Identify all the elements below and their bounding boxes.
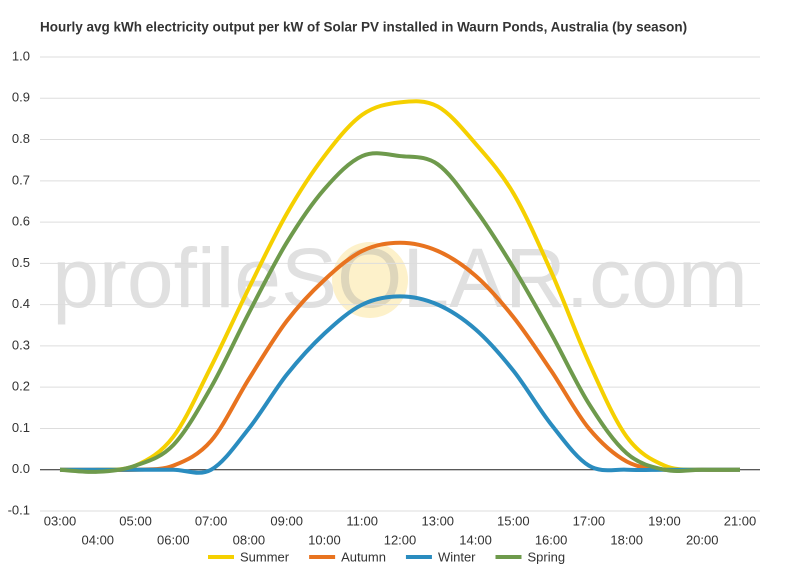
y-tick-label: 0.5 xyxy=(12,255,30,270)
legend-label: Summer xyxy=(240,549,290,564)
series-line xyxy=(60,294,740,475)
legend-label: Spring xyxy=(528,549,566,564)
y-tick-label: -0.1 xyxy=(8,502,30,517)
x-tick-label: 03:00 xyxy=(44,513,77,528)
legend: Summer Autumn Winter Spring xyxy=(208,549,565,564)
watermark: profileSOLAR.com xyxy=(52,231,748,325)
y-tick-label: 0.2 xyxy=(12,379,30,394)
series-line xyxy=(59,99,741,473)
x-tick-label: 05:00 xyxy=(119,513,152,528)
series-line xyxy=(60,240,740,473)
x-tick-label: 08:00 xyxy=(233,532,266,547)
y-tick-label: 1.0 xyxy=(12,48,30,63)
legend-label: Autumn xyxy=(341,549,386,564)
x-tick-label: 10:00 xyxy=(308,532,341,547)
x-tick-label: 16:00 xyxy=(535,532,568,547)
x-tick-label: 09:00 xyxy=(270,513,303,528)
x-tick-label: 11:00 xyxy=(346,513,378,528)
x-tick-label: 07:00 xyxy=(195,513,228,528)
x-tick-label: 14:00 xyxy=(459,532,492,547)
y-tick-label: 0.3 xyxy=(12,337,30,352)
x-tick-label: 13:00 xyxy=(422,513,455,528)
y-tick-label: 0.4 xyxy=(12,296,30,311)
x-tick-label: 12:00 xyxy=(384,532,417,547)
y-tick-label: 0.0 xyxy=(12,461,30,476)
x-tick-label: 04:00 xyxy=(82,532,115,547)
watermark-sun xyxy=(332,242,408,318)
legend-label: Winter xyxy=(438,549,476,564)
x-tick-label: 20:00 xyxy=(686,532,719,547)
x-tick-label: 21:00 xyxy=(724,513,757,528)
y-tick-label: 0.9 xyxy=(12,90,30,105)
y-tick-label: 0.1 xyxy=(12,420,30,435)
chart-title: Hourly avg kWh electricity output per kW… xyxy=(40,20,687,35)
x-tick-label: 06:00 xyxy=(157,532,190,547)
x-tick-label: 18:00 xyxy=(610,532,643,547)
y-tick-label: 0.8 xyxy=(12,131,30,146)
x-tick-label: 15:00 xyxy=(497,513,530,528)
series-line xyxy=(59,151,740,474)
y-tick-label: 0.6 xyxy=(12,214,30,229)
y-tick-label: 0.7 xyxy=(12,172,30,187)
x-tick-label: 17:00 xyxy=(573,513,606,528)
x-tick-label: 19:00 xyxy=(648,513,681,528)
